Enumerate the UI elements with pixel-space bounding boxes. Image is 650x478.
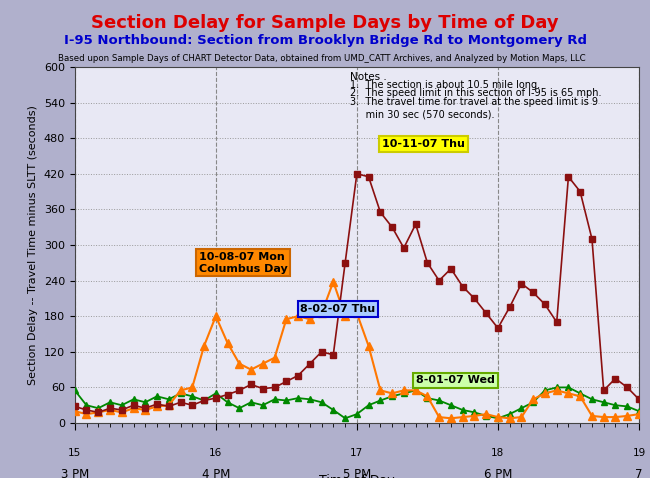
Text: 4 PM: 4 PM [202, 467, 230, 478]
Text: 10-08-07 Mon
Columbus Day: 10-08-07 Mon Columbus Day [199, 252, 287, 273]
Text: 2.  The speed limit in this section of I-95 is 65 mph.: 2. The speed limit in this section of I-… [350, 88, 601, 98]
Text: 5 PM: 5 PM [343, 467, 371, 478]
Text: 3 PM: 3 PM [60, 467, 89, 478]
Text: 7
PM: 7 PM [630, 467, 647, 478]
Text: 19: 19 [632, 448, 645, 458]
Text: 8-01-07 Wed: 8-01-07 Wed [416, 375, 495, 385]
Text: Notes .: Notes . [350, 72, 387, 82]
Text: 18: 18 [491, 448, 504, 458]
Text: 17: 17 [350, 448, 363, 458]
Text: Section Delay for Sample Days by Time of Day: Section Delay for Sample Days by Time of… [91, 14, 559, 33]
Text: 15: 15 [68, 448, 81, 458]
Text: 10-11-07 Thu: 10-11-07 Thu [382, 139, 465, 149]
Text: 3.  The travel time for travel at the speed limit is 9
     min 30 sec (570 seco: 3. The travel time for travel at the spe… [350, 97, 598, 120]
Text: 8-02-07 Thu: 8-02-07 Thu [300, 304, 376, 314]
Text: 6 PM: 6 PM [484, 467, 512, 478]
Y-axis label: Section Delay -- Travel Time minus SLTT (seconds): Section Delay -- Travel Time minus SLTT … [28, 105, 38, 385]
Text: 16: 16 [209, 448, 222, 458]
X-axis label: Time of Day: Time of Day [319, 474, 395, 478]
Text: 1.  The section is about 10.5 mile long.: 1. The section is about 10.5 mile long. [350, 80, 540, 90]
Text: I-95 Northbound: Section from Brooklyn Bridge Rd to Montgomery Rd: I-95 Northbound: Section from Brooklyn B… [64, 34, 586, 47]
Text: Based upon Sample Days of CHART Detector Data, obtained from UMD_CATT Archives, : Based upon Sample Days of CHART Detector… [58, 54, 586, 63]
